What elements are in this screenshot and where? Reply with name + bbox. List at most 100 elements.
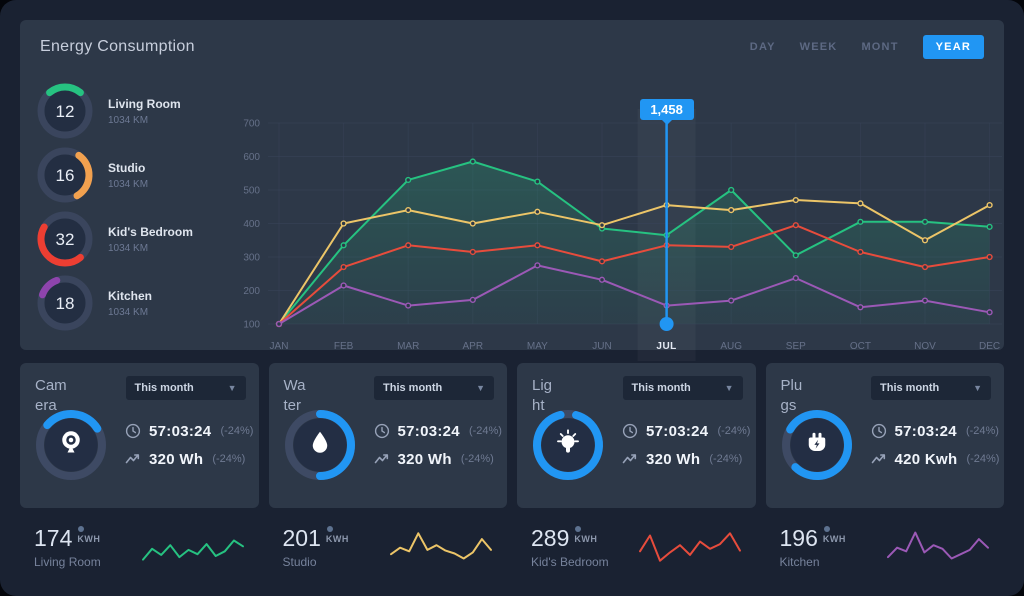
period-dropdown[interactable]: This month ▼ (374, 376, 494, 400)
progress-ring (282, 407, 358, 483)
gauge-living-room: 12 Living Room 1034 KM (36, 82, 232, 140)
footer-unit: KWH (325, 534, 349, 544)
svg-text:16: 16 (56, 166, 75, 185)
chevron-down-icon: ▼ (973, 383, 982, 393)
svg-text:300: 300 (243, 253, 260, 264)
plug-icon (802, 428, 832, 463)
stat-delta: (-24%) (966, 453, 1000, 465)
stat-delta: (-24%) (717, 425, 751, 437)
gauge-sub-value: 1034 KM (108, 178, 149, 190)
stat-row: 320 Wh (-24%) (125, 451, 253, 468)
footer-item-studio: 201 KWH Studio (269, 524, 508, 570)
svg-text:700: 700 (243, 119, 260, 130)
room-gauges: 12 Living Room 1034 KM 16 Studio 1034 KM 32 Kid… (36, 82, 232, 338)
tab-day[interactable]: DAY (749, 41, 776, 53)
tab-week[interactable]: WEEK (799, 41, 838, 53)
gauge-sub-value: 1034 KM (108, 306, 149, 318)
trend-icon (871, 451, 887, 467)
unit-dot (326, 526, 333, 532)
stat-delta: (-24%) (220, 425, 254, 437)
gauge-ring: 32 (37, 211, 93, 267)
footer-unit: KWH (574, 534, 598, 544)
chevron-down-icon: ▼ (476, 383, 485, 393)
stat-value: 57:03:24 (894, 422, 957, 440)
gauge-ring: 16 (37, 147, 93, 203)
drop-icon (306, 429, 334, 462)
device-cards: Cam era This month ▼ 57:03:24 (-24%) 320 Wh (-… (20, 363, 1004, 508)
tab-mont[interactable]: MONT (861, 41, 899, 53)
unit-dot (823, 526, 830, 532)
progress-ring (33, 407, 109, 483)
svg-text:18: 18 (56, 294, 75, 313)
footer-value: 196 (779, 525, 818, 551)
card-plugs: Plu gs This month ▼ 57:03:24 (-24%) 420 Kwh (-… (765, 363, 1004, 508)
gauge-room-name: Studio (108, 160, 146, 175)
svg-text:NOV: NOV (914, 341, 936, 352)
card-camera: Cam era This month ▼ 57:03:24 (-24%) 320 Wh (-… (20, 363, 259, 508)
tab-year[interactable]: YEAR (922, 35, 984, 59)
clock-icon (374, 423, 390, 439)
stat-value: 320 Wh (149, 450, 204, 468)
room-usage-footer: 174 KWH Living Room 201 KWH Studio 289 KWH Kid's… (20, 524, 1004, 570)
chart-tooltip: 1,458 (639, 99, 694, 125)
svg-text:200: 200 (243, 286, 260, 297)
gauge-kid-s-bedroom: 32 Kid's Bedroom 1034 KM (36, 210, 232, 268)
period-dropdown[interactable]: This month ▼ (622, 376, 743, 400)
clock-icon (871, 423, 887, 439)
energy-consumption-panel: Energy Consumption DAY WEEK MONT YEAR 12 Liv… (20, 20, 1004, 352)
svg-text:500: 500 (243, 186, 260, 197)
footer-room-name: Living Room (34, 555, 101, 569)
footer-room-name: Studio (282, 555, 317, 569)
gauge-sub-value: 1034 KM (108, 242, 149, 254)
panel-header: Energy Consumption DAY WEEK MONT YEAR (20, 20, 1004, 59)
svg-text:MAR: MAR (397, 341, 419, 352)
stat-value: 320 Wh (397, 450, 452, 468)
card-title: Cam era (35, 377, 67, 414)
gauge-ring: 18 (37, 275, 93, 331)
stat-row: 57:03:24 (-24%) (374, 423, 502, 440)
trend-icon (622, 451, 638, 467)
stat-value: 320 Wh (646, 450, 701, 468)
stat-value: 57:03:24 (149, 422, 212, 440)
view-tabs: DAY WEEK MONT YEAR (750, 35, 984, 59)
svg-text:SEP: SEP (786, 341, 806, 352)
stat-row: 57:03:24 (-24%) (125, 423, 253, 440)
footer-value: 174 (34, 525, 73, 551)
gauge-room-name: Kid's Bedroom (108, 224, 193, 239)
trend-icon (374, 451, 390, 467)
gauge-room-name: Kitchen (108, 288, 153, 303)
gauge-room-name: Living Room (108, 96, 181, 111)
svg-text:400: 400 (243, 219, 260, 230)
period-dropdown[interactable]: This month ▼ (871, 376, 991, 400)
svg-text:AUG: AUG (720, 341, 742, 352)
energy-line-chart[interactable]: 700 600 500 400 300 200 100 JAN FEB MAR APR MAY JUN J… (230, 95, 1008, 367)
svg-text:12: 12 (56, 102, 75, 121)
unit-dot (575, 526, 582, 532)
stat-delta: (-24%) (965, 425, 999, 437)
dropdown-value: This month (134, 382, 194, 394)
svg-text:DEC: DEC (979, 341, 1000, 352)
svg-text:32: 32 (56, 230, 75, 249)
webcam-icon (56, 428, 86, 463)
stat-value: 57:03:24 (646, 422, 709, 440)
stat-delta: (-24%) (460, 453, 494, 465)
card-title: Wa ter (283, 377, 306, 414)
chevron-down-icon: ▼ (724, 383, 734, 393)
gauge-kitchen: 18 Kitchen 1034 KM (36, 274, 232, 332)
period-dropdown[interactable]: This month ▼ (125, 376, 246, 400)
svg-text:JUN: JUN (592, 341, 611, 352)
sparkline (638, 532, 741, 562)
card-title: Lig ht (532, 377, 553, 414)
dropdown-value: This month (383, 382, 443, 394)
stat-row: 320 Wh (-24%) (374, 451, 502, 468)
stat-delta: (-24%) (468, 425, 502, 437)
stat-delta: (-24%) (212, 453, 246, 465)
footer-item-kitchen: 196 KWH Kitchen (766, 524, 1005, 570)
dropdown-value: This month (880, 382, 940, 394)
gauge-sub-value: 1034 KM (108, 114, 149, 126)
stat-row: 57:03:24 (-24%) (622, 423, 750, 440)
svg-text:JUL: JUL (656, 341, 676, 352)
stat-value: 420 Kwh (894, 450, 958, 468)
svg-text:600: 600 (243, 152, 260, 163)
